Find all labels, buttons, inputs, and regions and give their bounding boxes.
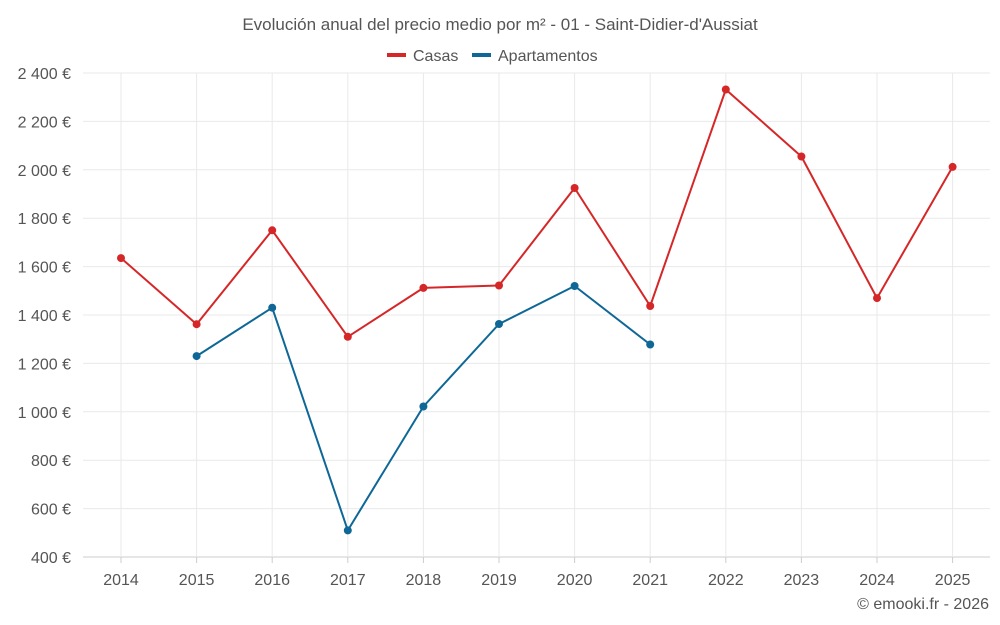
y-tick-label: 2 400 € [18, 66, 71, 83]
legend-item-casas[interactable]: Casas [387, 48, 458, 65]
data-point-casas-2019[interactable] [495, 281, 503, 290]
data-point-casas-2021[interactable] [646, 302, 655, 310]
x-tick-label: 2025 [935, 572, 971, 589]
data-point-casas-2016[interactable] [268, 226, 277, 235]
data-point-casas-2015[interactable] [192, 320, 201, 329]
y-tick-label: 400 € [31, 550, 71, 567]
x-tick-label: 2017 [330, 572, 366, 589]
y-tick-label: 1 200 € [18, 356, 71, 373]
series-line-casas [120, 88, 954, 338]
y-tick-label: 2 200 € [18, 114, 71, 131]
series-casas [117, 85, 957, 341]
data-point-apartamentos-2015[interactable] [192, 352, 201, 361]
series-apartamentos [192, 282, 655, 535]
chart-title: Evolución anual del precio medio por m² … [242, 15, 758, 34]
data-point-casas-2024[interactable] [873, 294, 881, 303]
x-tick-label: 2021 [632, 572, 668, 589]
credit-text: © emooki.fr - 2026 [857, 596, 989, 613]
y-axis-ticks: 400 € 600 € 800 € 1 000 € 1 200 € 1 400 € 1 60… [18, 66, 71, 567]
x-tick-label: 2018 [406, 572, 442, 589]
x-axis-ticks: 2014 2015 2016 2017 2018 2019 2020 2021 2022 2023… [103, 557, 970, 589]
series [117, 85, 957, 535]
y-tick-label: 1 000 € [18, 405, 71, 422]
data-point-casas-2020[interactable] [570, 184, 579, 192]
legend-label-apartamentos: Apartamentos [498, 48, 598, 65]
grid [83, 72, 990, 558]
x-tick-label: 2019 [481, 572, 517, 589]
data-point-apartamentos-2018[interactable] [419, 402, 428, 411]
legend: Casas Apartamentos [387, 48, 598, 65]
legend-label-casas: Casas [413, 48, 458, 65]
y-tick-label: 1 800 € [18, 211, 71, 228]
data-point-apartamentos-2020[interactable] [570, 282, 579, 290]
data-point-apartamentos-2019[interactable] [495, 320, 503, 328]
data-point-apartamentos-2017[interactable] [343, 526, 352, 535]
data-point-casas-2018[interactable] [419, 283, 428, 292]
data-point-casas-2025[interactable] [948, 162, 957, 171]
y-tick-label: 1 400 € [18, 308, 71, 325]
y-tick-label: 600 € [31, 502, 71, 519]
data-point-apartamentos-2016[interactable] [268, 303, 277, 312]
x-tick-label: 2020 [557, 572, 593, 589]
x-tick-label: 2014 [103, 572, 139, 589]
x-tick-label: 2023 [784, 572, 820, 589]
x-tick-label: 2024 [859, 572, 895, 589]
x-tick-label: 2022 [708, 572, 744, 589]
x-tick-label: 2015 [179, 572, 215, 589]
legend-item-apartamentos[interactable]: Apartamentos [472, 48, 598, 65]
y-tick-label: 1 600 € [18, 260, 71, 277]
y-tick-label: 2 000 € [18, 163, 71, 180]
data-point-casas-2017[interactable] [343, 332, 352, 341]
data-point-casas-2022[interactable] [721, 85, 730, 94]
x-tick-label: 2016 [254, 572, 290, 589]
data-point-casas-2023[interactable] [797, 152, 806, 161]
data-point-apartamentos-2021[interactable] [646, 340, 655, 349]
y-tick-label: 800 € [31, 453, 71, 470]
data-point-casas-2014[interactable] [117, 254, 125, 263]
